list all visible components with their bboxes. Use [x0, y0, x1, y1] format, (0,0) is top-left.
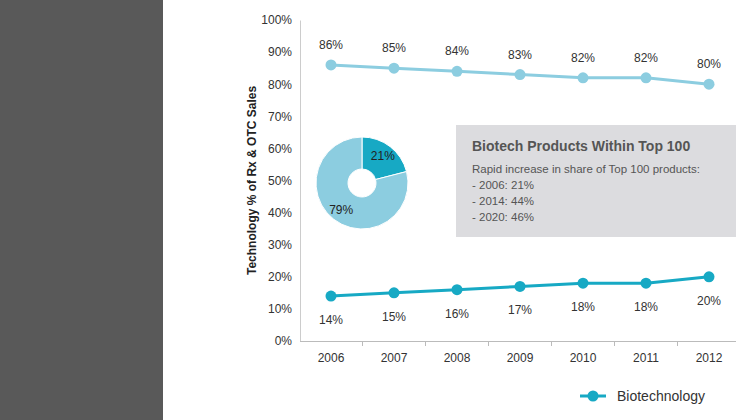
series-marker [326, 59, 337, 70]
y-tick-label: 40% [268, 206, 292, 220]
y-tick: 80% [268, 78, 300, 92]
side-panel [0, 0, 163, 420]
data-label: 85% [382, 41, 406, 55]
y-axis: 0% 10% 20% 30% 40% 50% 60% 70% 80% 90% 100% [261, 13, 300, 348]
legend-label: Biotechnology [617, 388, 705, 404]
x-tick: 2010 [570, 351, 597, 365]
series-marker [452, 284, 463, 295]
y-tick: 100% [261, 13, 300, 27]
series-marker [578, 278, 589, 289]
x-tick-label: 2006 [318, 351, 345, 365]
y-tick: 90% [268, 45, 300, 59]
y-tick: 10% [268, 302, 300, 316]
x-separator [362, 341, 363, 346]
x-axis-line [300, 341, 736, 342]
x-tick-label: 2011 [633, 351, 659, 365]
x-tick: 2011 [633, 351, 659, 365]
y-tick-label: 0% [275, 334, 293, 348]
annotation-line: - 2014: 44% [472, 195, 534, 207]
x-separator [677, 341, 678, 346]
data-label: 14% [319, 313, 343, 327]
x-tick: 2008 [444, 351, 471, 365]
x-separator [551, 341, 552, 346]
y-tick: 40% [268, 206, 300, 220]
series-marker [515, 69, 526, 80]
series-marker [704, 271, 715, 282]
x-tick: 2006 [318, 351, 345, 365]
y-tick-label: 20% [268, 270, 292, 284]
legend-marker [588, 391, 599, 402]
x-separator [488, 341, 489, 346]
x-tick-label: 2012 [696, 351, 723, 365]
pie-label: 21% [371, 149, 395, 163]
series-marker [704, 79, 715, 90]
x-axis: 2006 2007 2008 2009 2010 2011 2012 [300, 342, 736, 365]
series-line [331, 277, 709, 296]
y-tick: 60% [268, 142, 300, 156]
series-marker [389, 287, 400, 298]
data-label: 18% [571, 300, 595, 314]
series-marker [578, 72, 589, 83]
data-label: 16% [445, 307, 469, 321]
series-marker [326, 291, 337, 302]
x-tick-label: 2010 [570, 351, 597, 365]
series-marker [641, 278, 652, 289]
series-marker [452, 66, 463, 77]
x-tick-label: 2007 [381, 351, 408, 365]
pie-label: 79% [329, 203, 353, 217]
x-tick: 2009 [507, 351, 534, 365]
y-tick: 20% [268, 270, 300, 284]
y-tick-label: 60% [268, 142, 292, 156]
x-tick: 2012 [696, 351, 723, 365]
series-marker [515, 281, 526, 292]
y-axis-title: Technology % of Rx & OTC Sales [245, 86, 259, 275]
annotation-line: - 2006: 21% [472, 179, 534, 191]
annotation-subtitle: Rapid increase in share of Top 100 produ… [472, 163, 700, 175]
y-tick-label: 90% [268, 45, 292, 59]
data-label: 84% [445, 44, 469, 58]
y-tick-label: 100% [261, 13, 292, 27]
data-label: 20% [697, 294, 721, 308]
y-tick-label: 10% [268, 302, 292, 316]
pie-slice [316, 137, 408, 229]
y-tick: 50% [268, 174, 300, 188]
data-label: 86% [319, 38, 343, 52]
data-label: 83% [508, 48, 532, 62]
annotation-title: Biotech Products Within Top 100 [472, 138, 690, 154]
data-label: 82% [571, 51, 595, 65]
annotation-line: - 2020: 46% [472, 211, 534, 223]
data-label: 80% [697, 57, 721, 71]
series-marker [641, 72, 652, 83]
data-label: 18% [634, 300, 658, 314]
series-line [331, 65, 709, 84]
data-label: 15% [382, 310, 406, 324]
y-tick: 0% [275, 334, 300, 348]
x-separator [614, 341, 615, 346]
pie [316, 137, 408, 229]
y-tick-label: 50% [268, 174, 292, 188]
series-marker [389, 63, 400, 74]
legend-item: Biotechnology [580, 388, 705, 404]
x-tick-label: 2008 [444, 351, 471, 365]
annotation-box [456, 125, 736, 237]
x-tick-label: 2009 [507, 351, 534, 365]
y-tick: 70% [268, 110, 300, 124]
y-tick: 30% [268, 238, 300, 252]
y-tick-label: 80% [268, 78, 292, 92]
x-separator [425, 341, 426, 346]
data-label: 17% [508, 303, 532, 317]
x-tick: 2007 [381, 351, 408, 365]
y-axis-line [300, 21, 301, 342]
y-tick-label: 70% [268, 110, 292, 124]
y-tick-label: 30% [268, 238, 292, 252]
data-label: 82% [634, 51, 658, 65]
